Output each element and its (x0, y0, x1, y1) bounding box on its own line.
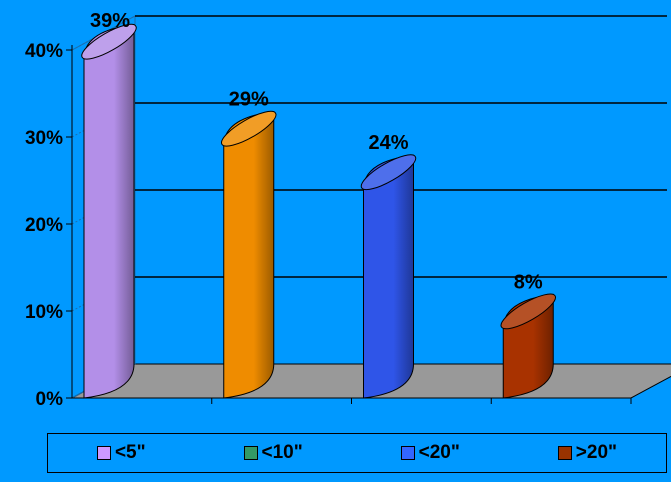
bar-body (83, 24, 135, 399)
legend-label: <10" (261, 442, 303, 463)
legend-label: >20" (575, 442, 618, 463)
y-tick-label: 40% (25, 41, 63, 62)
data-label-3: 24% (368, 132, 408, 154)
legend-item: <10" (243, 442, 303, 464)
bar-top (81, 23, 137, 60)
bar-body (223, 111, 275, 399)
legend-label: <20" (418, 442, 460, 463)
bars (81, 23, 556, 399)
legend: <5" <10" <20" >20" (47, 433, 667, 473)
labels: 39% 29% 24% 8% (90, 10, 543, 293)
bar-top (221, 110, 277, 147)
bar-1 (81, 23, 137, 399)
bar-4 (500, 293, 556, 399)
legend-swatch (243, 446, 258, 460)
y-tick-label: 0% (36, 389, 64, 410)
y-tick-label: 10% (25, 302, 63, 323)
data-label-1: 39% (90, 10, 130, 32)
legend-item: <20" (400, 442, 460, 464)
y-tick-label: 30% (25, 128, 63, 149)
legend-item: <5" (96, 442, 146, 464)
data-label-4: 8% (514, 271, 543, 293)
bar-top (500, 293, 556, 330)
bar-body (363, 154, 414, 399)
data-label-2: 29% (229, 89, 269, 111)
legend-swatch (96, 446, 111, 460)
bar-chart: 0% 10% 20% 30% 40% 39% 29% 24% 8% (25, 10, 671, 410)
legend-item: >20" (557, 442, 618, 464)
legend-swatch (400, 446, 415, 460)
bar-3 (360, 154, 417, 399)
legend-swatch (557, 446, 572, 460)
bar-top (360, 154, 417, 191)
y-tick-label: 20% (25, 215, 63, 236)
axes: 0% 10% 20% 30% 40% (25, 41, 632, 410)
bar-2 (221, 110, 277, 399)
legend-label: <5" (114, 442, 146, 463)
